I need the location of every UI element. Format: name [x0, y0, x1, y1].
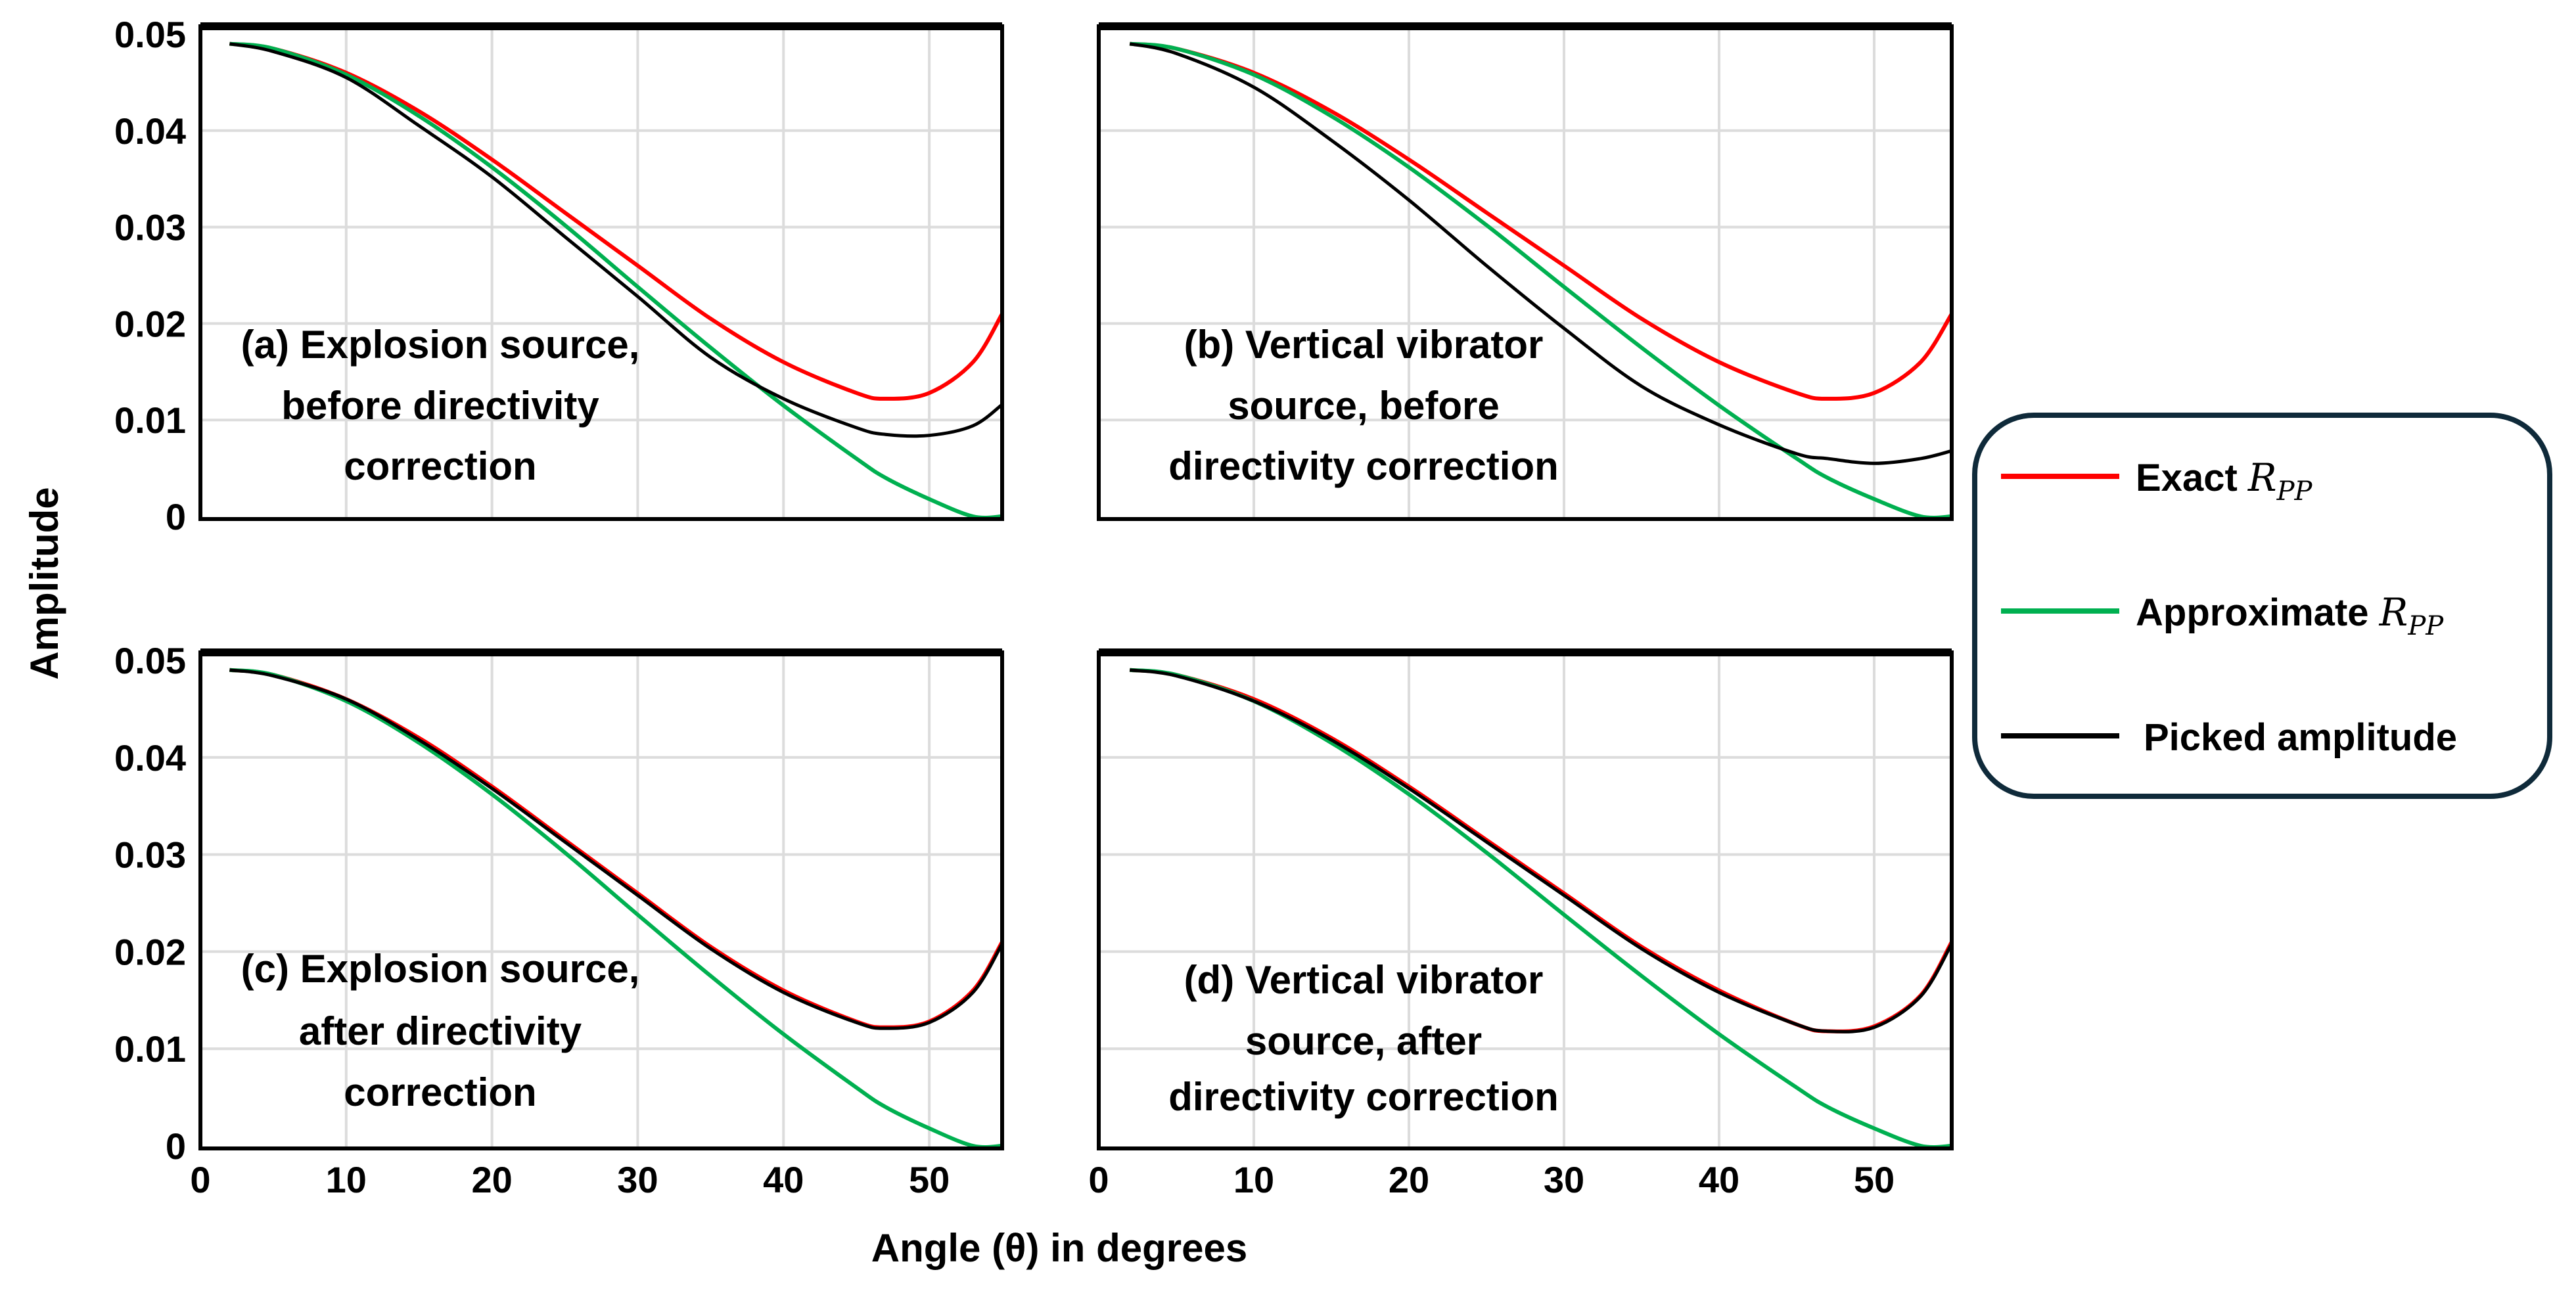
x-tick-label: 50 — [909, 1159, 950, 1200]
x-tick-label: 10 — [1233, 1159, 1274, 1200]
series-line-approximate — [229, 41, 1003, 520]
legend-symbol: R — [2379, 590, 2408, 635]
plot-area — [200, 652, 1002, 1148]
y-tick-label: 0.05 — [114, 640, 186, 681]
y-tick-label: 0.05 — [114, 14, 186, 55]
plot-area — [1099, 652, 1952, 1148]
y-tick-label: 0.03 — [114, 834, 186, 876]
x-tick-label: 50 — [1854, 1159, 1895, 1200]
x-tick-label: 40 — [1699, 1159, 1739, 1200]
x-tick-label: 40 — [763, 1159, 804, 1200]
series-line-approximate — [1129, 41, 1952, 520]
series-line-exact — [229, 41, 1004, 401]
panel-label: source, before — [1228, 384, 1499, 428]
panel-b: (b) Vertical vibrator source, before direc… — [1097, 22, 1954, 521]
panel-label: (a) Explosion source, — [241, 323, 640, 367]
legend-label: Picked amplitude — [2144, 716, 2457, 759]
legend-symbol: R — [2247, 455, 2277, 500]
y-tick-label: 0.02 — [114, 303, 186, 344]
panel-label: (d) Vertical vibrator — [1184, 958, 1544, 1002]
series-line-picked — [1129, 668, 1954, 1033]
x-tick-label: 10 — [326, 1159, 367, 1200]
legend-subscript: PP — [2276, 476, 2313, 507]
legend-label: Approximate RPP — [2136, 590, 2444, 641]
x-tick-label: 30 — [1544, 1159, 1584, 1200]
series-line-picked — [229, 668, 1004, 1030]
panel-label: (c) Explosion source, — [241, 947, 640, 991]
x-tick-label: 0 — [1088, 1159, 1109, 1200]
legend-label-text: Picked amplitude — [2144, 716, 2457, 759]
plot-area — [200, 26, 1002, 519]
y-tick-label: 0.04 — [114, 110, 186, 152]
panel-label: correction — [344, 444, 536, 488]
legend-label: Exact RPP — [2136, 455, 2312, 507]
panel-label: before directivity — [281, 384, 599, 428]
panel-label: after directivity — [299, 1009, 582, 1053]
legend-label-text: Approximate — [2136, 591, 2380, 634]
y-tick-label: 0.02 — [114, 931, 186, 972]
y-axis-title: Amplitude — [22, 487, 66, 679]
panel-c: (c) Explosion source, after directivity co… — [114, 640, 1004, 1200]
series-line-approximate — [229, 668, 1003, 1149]
panel-d: (d) Vertical vibrator source, after direct… — [1088, 648, 1954, 1200]
series-line-exact — [1129, 41, 1954, 401]
x-tick-label: 0 — [190, 1159, 210, 1200]
series-line-picked — [229, 42, 1003, 438]
x-tick-label: 30 — [617, 1159, 658, 1200]
panel-label: source, after — [1245, 1019, 1482, 1063]
legend-subscript: PP — [2407, 611, 2444, 641]
panel-label: correction — [344, 1070, 536, 1114]
y-tick-label: 0 — [166, 1125, 186, 1167]
legend-item: Exact RPP — [2001, 455, 2312, 507]
y-tick-label: 0.01 — [114, 399, 186, 441]
legend-item: Picked amplitude — [2001, 716, 2457, 759]
x-tick-label: 20 — [471, 1159, 512, 1200]
y-tick-label: 0 — [166, 496, 186, 537]
x-tick-label: 20 — [1389, 1159, 1429, 1200]
series-line-picked — [1129, 42, 1952, 465]
y-tick-label: 0.01 — [114, 1028, 186, 1070]
y-tick-label: 0.03 — [114, 207, 186, 248]
y-tick-label: 0.04 — [114, 737, 186, 779]
legend-item: Approximate RPP — [2001, 590, 2444, 641]
panel-a: (a) Explosion source, before directivity c… — [114, 14, 1004, 537]
panel-label: directivity correction — [1168, 444, 1559, 488]
panel-label: (b) Vertical vibrator — [1184, 323, 1544, 367]
panel-label: directivity correction — [1168, 1075, 1559, 1119]
x-axis-title: Angle (θ) in degrees — [871, 1226, 1248, 1270]
legend-box — [1972, 413, 2552, 799]
plot-area — [1099, 26, 1952, 519]
legend-label-text: Exact — [2136, 457, 2248, 499]
